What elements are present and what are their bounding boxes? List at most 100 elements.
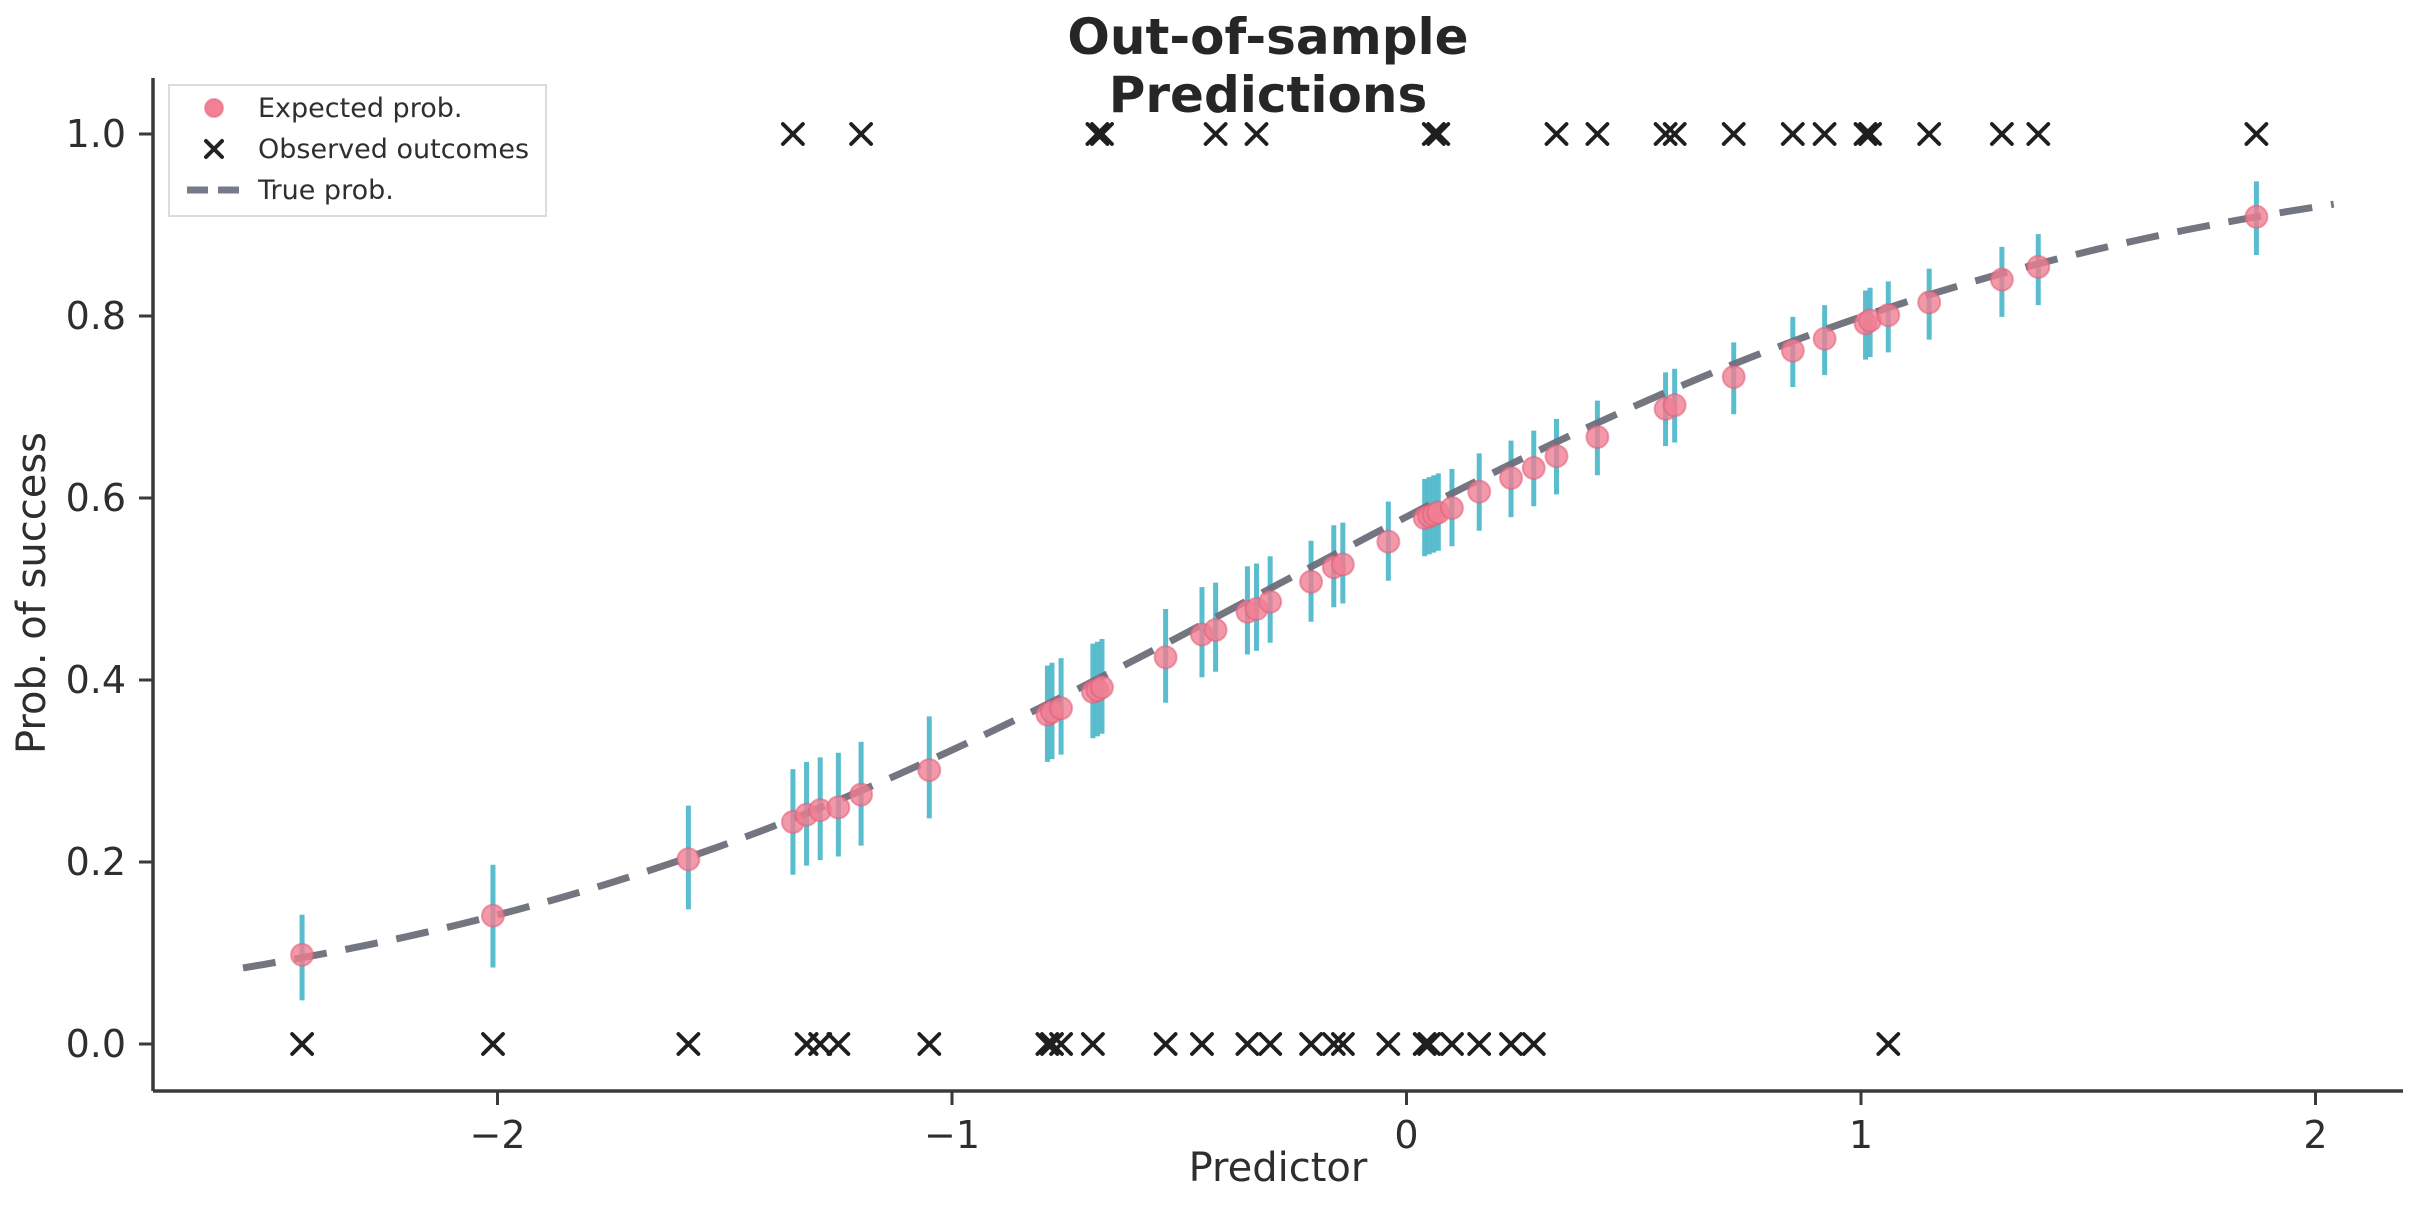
observed-outcome-marker <box>1585 122 1610 146</box>
observed-outcome-marker <box>1235 1032 1260 1056</box>
observed-outcome-marker <box>1153 1032 1178 1056</box>
expected-prob-point <box>1049 696 1074 721</box>
y-tick-label: 0.6 <box>66 476 126 520</box>
expected-prob-point <box>1499 465 1524 490</box>
expected-prob-point <box>1330 552 1355 577</box>
expected-prob-point <box>480 903 505 928</box>
errorbars-layer <box>299 181 2259 1001</box>
observed-outcome-marker <box>290 1032 315 1056</box>
expected-prob-point <box>1544 444 1569 469</box>
legend-item-true-prob: True prob. <box>170 171 545 209</box>
expected-prob-points-layer <box>290 204 2269 967</box>
legend-label: Expected prob. <box>258 92 463 124</box>
observed-outcome-marker <box>1417 1032 1442 1056</box>
x-tick-label: 1 <box>1849 1113 1873 1157</box>
expected-prob-point <box>1153 645 1178 670</box>
observed-outcome-marker <box>1990 122 2014 146</box>
expected-prob-point <box>826 795 851 820</box>
observed-outcome-marker <box>1721 122 1746 146</box>
expected-prob-point <box>2244 204 2269 229</box>
expected-prob-point <box>1917 290 1942 315</box>
observed-outcomes-marker-icon <box>170 135 258 163</box>
y-tick-label: 0.2 <box>66 840 126 884</box>
legend-item-observed-outcomes: Observed outcomes <box>170 130 545 168</box>
observed-outcome-marker <box>1081 1032 1105 1056</box>
true-prob-line <box>242 200 2335 972</box>
chart-title: Out-of-sample Predictions <box>1067 8 1469 124</box>
expected-prob-point <box>917 758 942 783</box>
legend-label: True prob. <box>258 174 394 206</box>
expected-prob-point <box>1585 425 1610 450</box>
expected-prob-point <box>1780 338 1805 363</box>
observed-outcome-marker <box>1662 122 1687 146</box>
x-tick-label: 0 <box>1394 1113 1418 1157</box>
x-axis-label: Predictor <box>1188 1145 1368 1191</box>
observed-outcome-marker <box>781 122 805 146</box>
observed-outcome-marker <box>1049 1032 1073 1056</box>
y-axis-ticks: 0.0 0.2 0.4 0.6 0.8 1.0 <box>66 112 153 1066</box>
observed-outcome-marker <box>1426 122 1451 146</box>
x-axis-ticks: −2 −1 0 1 2 <box>469 1091 2328 1157</box>
expected-prob-point <box>849 782 874 807</box>
expected-prob-point <box>290 942 315 967</box>
observed-outcome-marker <box>1190 1032 1214 1056</box>
axes-spines <box>151 78 2403 1093</box>
expected-prob-point <box>1089 675 1114 700</box>
expected-prob-point <box>2026 254 2051 279</box>
y-tick-label: 0.4 <box>66 658 126 702</box>
y-tick-label: 0.0 <box>66 1022 126 1066</box>
observed-outcome-marker <box>1085 122 1110 146</box>
observed-outcome-marker <box>1090 122 1114 146</box>
expected-prob-point <box>1467 479 1492 504</box>
observed-outcome-marker <box>826 1032 851 1056</box>
legend: Expected prob. Observed outcomes True pr… <box>168 84 547 217</box>
expected-prob-point <box>1299 569 1324 594</box>
observed-outcome-marker <box>2026 122 2051 146</box>
observed-outcome-marker <box>1299 1032 1323 1056</box>
y-tick-label: 1.0 <box>66 112 126 156</box>
observed-outcome-marker <box>1040 1032 1064 1056</box>
expected-prob-point <box>676 847 701 872</box>
observed-outcome-marker <box>1653 122 1678 146</box>
observed-outcome-marker <box>849 122 873 146</box>
observed-outcome-marker <box>1780 122 1805 146</box>
observed-outcome-marker <box>1258 1032 1283 1056</box>
expected-prob-point <box>1203 617 1228 642</box>
observed-outcome-marker <box>1858 122 1882 146</box>
expected-prob-marker-icon <box>170 95 258 121</box>
x-tick-label: −2 <box>469 1113 525 1157</box>
observed-outcome-marker <box>1876 1032 1901 1056</box>
observed-outcome-marker <box>2244 122 2269 146</box>
observed-outcome-marker <box>1521 1032 1546 1056</box>
x-tick-label: 2 <box>2303 1113 2327 1157</box>
true-prob-line-icon <box>170 185 258 195</box>
observed-outcome-marker <box>1853 122 1878 146</box>
observed-outcome-marker <box>1331 1032 1355 1056</box>
y-axis-label: Prob. of success <box>9 432 55 755</box>
expected-prob-point <box>1439 496 1464 521</box>
observed-outcome-marker <box>1499 1032 1523 1056</box>
expected-prob-point <box>1876 303 1901 328</box>
x-tick-label: −1 <box>924 1113 980 1157</box>
true-prob-curve <box>242 200 2335 972</box>
expected-prob-point <box>1376 529 1401 554</box>
observed-outcome-marker <box>1440 1032 1464 1056</box>
observed-outcome-marker <box>1812 122 1837 146</box>
observed-outcome-marker <box>1203 122 1228 146</box>
observed-outcome-marker <box>1244 122 1269 146</box>
expected-prob-point <box>1258 589 1283 614</box>
observed-outcome-marker <box>1376 1032 1401 1056</box>
legend-item-expected-prob: Expected prob. <box>170 89 545 127</box>
observed-outcomes-layer <box>290 122 2269 1056</box>
observed-outcome-marker <box>1917 122 1942 146</box>
expected-prob-point <box>1521 455 1546 480</box>
observed-outcome-marker <box>1544 122 1569 146</box>
observed-outcome-marker <box>808 1032 833 1056</box>
y-tick-label: 0.8 <box>66 294 126 338</box>
observed-outcome-marker <box>1421 122 1446 146</box>
observed-outcome-marker <box>1467 1032 1492 1056</box>
observed-outcome-marker <box>676 1032 701 1056</box>
observed-outcome-marker <box>917 1032 942 1056</box>
expected-prob-point <box>1721 364 1746 389</box>
